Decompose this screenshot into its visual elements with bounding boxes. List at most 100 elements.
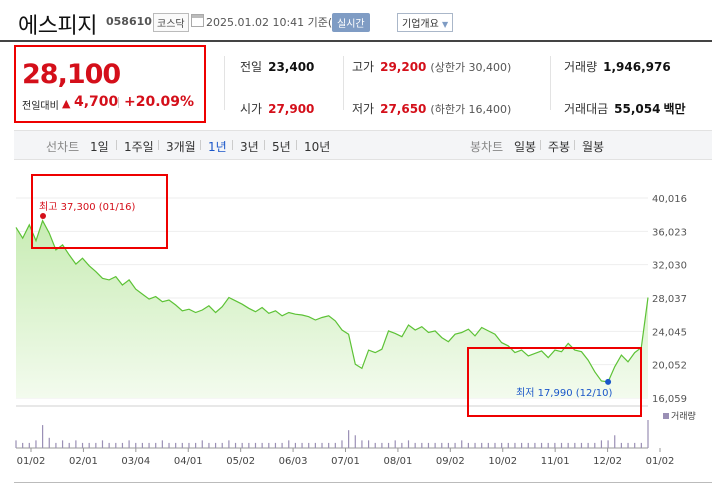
stats-divider <box>343 56 344 110</box>
volume-bar <box>268 442 270 448</box>
volume-bar <box>241 442 243 448</box>
volume-bar <box>141 442 143 448</box>
volume-bar <box>48 437 50 448</box>
low-price-highlight <box>467 347 642 417</box>
low-point-marker <box>605 378 612 385</box>
tab-daily[interactable]: 일봉 <box>514 140 537 154</box>
volume-bar <box>354 435 356 448</box>
volume-bar <box>348 430 350 448</box>
volume-bar <box>168 442 170 448</box>
x-tick-label: 12/02 <box>593 456 622 467</box>
volume-legend-swatch <box>663 413 669 419</box>
volume-bar <box>434 442 436 448</box>
chevron-down-icon: ▼ <box>442 20 449 29</box>
tab-5y[interactable]: 5년 <box>272 140 291 154</box>
stat-label: 거래량 <box>564 60 598 74</box>
lower-limit: (하한가 16,400) <box>430 103 512 116</box>
stats-divider <box>550 56 551 110</box>
x-tick-label: 05/02 <box>226 456 255 467</box>
bottom-divider <box>14 482 712 483</box>
volume-bar <box>620 442 622 448</box>
volume-bar <box>627 442 629 448</box>
tab-weekly[interactable]: 주봉 <box>548 140 571 154</box>
tab-divider <box>296 140 297 150</box>
volume-bar <box>341 440 343 448</box>
volume-bar <box>527 442 529 448</box>
volume-bar <box>294 442 297 448</box>
quote-datetime: 2025.01.02 10:41 기준(장중) <box>206 16 357 29</box>
volume-bar <box>474 442 476 448</box>
upper-limit: (상한가 30,400) <box>430 61 512 74</box>
tab-3m[interactable]: 3개월 <box>166 140 196 154</box>
volume-bar <box>554 442 556 448</box>
volume-bar <box>421 442 423 448</box>
volume-bar <box>361 440 363 448</box>
tab-monthly[interactable]: 월봉 <box>582 140 605 154</box>
volume-bar <box>580 442 583 448</box>
header-divider <box>0 40 712 42</box>
market-badge: 코스닥 <box>153 13 189 32</box>
volume-bar <box>301 442 303 448</box>
stat-amount: 거래대금 55,054 백만 <box>564 100 686 117</box>
tab-divider <box>200 140 201 150</box>
volume-bar <box>401 442 403 448</box>
stat-value: 55,054 <box>614 102 661 116</box>
volume-bar <box>101 440 104 448</box>
tab-divider <box>232 140 233 150</box>
volume-bar <box>28 442 30 448</box>
high-price-highlight <box>31 174 168 249</box>
volume-bar <box>274 442 277 448</box>
tab-1w[interactable]: 1주일 <box>124 140 154 154</box>
calendar-icon <box>191 14 204 27</box>
stat-value: 23,400 <box>268 60 315 74</box>
volume-bar <box>607 440 609 448</box>
tab-1y[interactable]: 1년 <box>208 140 227 154</box>
volume-bar <box>647 420 649 448</box>
stock-code: 058610 <box>106 15 152 28</box>
current-price: 28,100 <box>22 59 121 90</box>
y-tick-label: 24,045 <box>652 327 687 338</box>
volume-legend-label: 거래량 <box>671 410 696 422</box>
y-tick-label: 40,016 <box>652 194 687 205</box>
x-tick-label: 03/04 <box>121 456 150 467</box>
stat-label: 고가 <box>352 60 375 74</box>
stat-value: 27,900 <box>268 102 315 116</box>
volume-bar <box>587 442 589 448</box>
stats-divider <box>224 56 225 110</box>
x-tick-label: 04/01 <box>174 456 203 467</box>
volume-bar <box>121 442 124 448</box>
stock-name: 에스피지 <box>18 14 97 39</box>
change-label: 전일대비 <box>22 101 59 112</box>
volume-bar <box>547 442 549 448</box>
stat-volume: 거래량 1,946,976 <box>564 58 671 75</box>
price-chart[interactable]: 40,016 36,023 32,030 28,037 24,045 20,052 16,0… <box>0 160 712 482</box>
volume-bar <box>634 442 636 448</box>
volume-bar <box>161 440 163 448</box>
volume-bar <box>321 442 323 448</box>
stat-label: 저가 <box>352 102 375 116</box>
volume-bar <box>68 442 70 448</box>
tab-divider <box>574 140 575 150</box>
volume-bar <box>461 440 463 448</box>
tab-1d[interactable]: 1일 <box>90 140 109 154</box>
stock-header: 에스피지 058610 코스닥 2025.01.02 10:41 기준(장중) … <box>0 0 712 40</box>
stat-open: 시가 27,900 <box>240 100 314 117</box>
company-overview-label: 기업개요 <box>402 19 439 30</box>
volume-bar <box>221 442 223 448</box>
tab-10y[interactable]: 10년 <box>304 140 331 154</box>
x-tick-label: 08/01 <box>384 456 413 467</box>
volume-bar <box>534 442 536 448</box>
volume-bar <box>95 442 97 448</box>
volume-bar <box>494 442 496 448</box>
company-overview-button[interactable]: 기업개요 ▼ <box>397 13 454 32</box>
volume-bar <box>208 442 210 448</box>
volume-bar <box>42 425 44 448</box>
volume-bar <box>15 440 17 448</box>
y-tick-label: 16,059 <box>652 394 687 405</box>
realtime-button[interactable]: 실시간 <box>332 13 370 32</box>
up-arrow-icon: ▲ <box>62 97 71 110</box>
volume-bar <box>281 442 283 448</box>
volume-bar <box>540 442 543 448</box>
volume-bar <box>487 442 489 448</box>
tab-3y[interactable]: 3년 <box>240 140 259 154</box>
